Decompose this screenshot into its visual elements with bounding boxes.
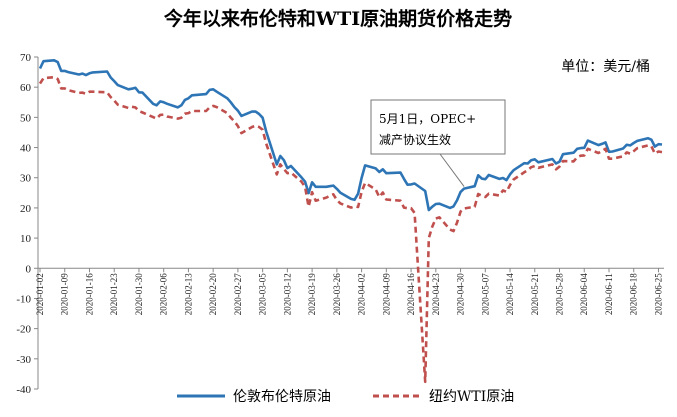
x-tick-label: 2020-02-20: [208, 273, 218, 315]
legend-label-brent: 伦敦布伦特原油: [233, 389, 331, 405]
x-tick-label: 2020-04-02: [357, 273, 367, 315]
x-tick-label: 2020-01-16: [84, 273, 94, 315]
y-tick-label: 30: [20, 173, 32, 185]
x-tick-label: 2020-02-06: [159, 273, 169, 315]
y-tick-label: 50: [20, 112, 32, 124]
y-tick-label: 0: [26, 263, 32, 275]
annotation-line-1: 5月1日，OPEC+: [379, 112, 476, 126]
x-tick-label: 2020-05-28: [555, 273, 565, 315]
x-tick-label: 2020-03-26: [332, 273, 342, 315]
x-tick-label: 2020-01-02: [35, 273, 45, 315]
x-tick-label: 2020-04-09: [381, 273, 391, 315]
x-tick-label: 2020-03-19: [307, 273, 317, 315]
y-tick-label: 40: [20, 143, 32, 155]
x-tick-label: 2020-04-16: [406, 273, 416, 315]
chart-title: 今年以来布伦特和WTI原油期货价格走势: [163, 7, 512, 30]
x-tick-label: 2020-04-23: [431, 273, 441, 315]
annotation-box: [370, 99, 506, 155]
y-tick-label: -10: [16, 293, 31, 305]
annotation-line-2: 减产协议生效: [379, 132, 451, 147]
x-tick-label: 2020-01-30: [134, 273, 144, 315]
y-axis: -40 -30 -20 -10 0 10 20 30 40 50 60 70: [16, 52, 39, 396]
y-tick-label: 10: [20, 233, 32, 245]
x-tick-label: 2020-06-18: [629, 273, 639, 315]
x-tick-label: 2020-01-09: [60, 273, 70, 315]
x-tick-label: 2020-05-14: [505, 273, 515, 315]
annotation-pointer: [439, 153, 465, 187]
y-tick-label: 70: [20, 52, 32, 64]
x-tick-label: 2020-06-25: [653, 273, 663, 315]
y-tick-label: 20: [20, 203, 32, 215]
x-tick-label: 2020-02-27: [233, 273, 243, 315]
x-tick-label: 2020-01-23: [109, 273, 119, 315]
x-tick-label: 2020-03-05: [258, 273, 268, 315]
x-tick-label: 2020-06-11: [604, 273, 614, 315]
series-line-wti: [38, 75, 663, 384]
x-tick-label: 2020-04-30: [456, 273, 466, 315]
series-line-brent: [38, 59, 663, 212]
x-tick-label: 2020-05-07: [480, 273, 490, 315]
x-tick-label: 2020-03-12: [282, 273, 292, 315]
x-tick-label: 2020-02-13: [183, 273, 193, 315]
x-tick-label: 2020-06-04: [579, 273, 589, 315]
y-tick-label: -20: [16, 324, 31, 336]
series-layer: [38, 59, 663, 384]
unit-label: 单位：美元/桶: [561, 59, 650, 75]
y-tick-label: -30: [16, 354, 31, 366]
y-tick-label: -40: [16, 384, 31, 396]
x-axis: 2020-01-02 2020-01-09 2020-01-16 2020-01-23…: [35, 267, 664, 315]
x-tick-label: 2020-05-21: [530, 273, 540, 315]
legend: 伦敦布伦特原油 纽约WTI原油: [177, 389, 514, 405]
y-tick-label: 60: [20, 82, 32, 94]
opec-annotation: 5月1日，OPEC+ 减产协议生效: [370, 99, 506, 187]
legend-label-wti: 纽约WTI原油: [429, 389, 514, 405]
